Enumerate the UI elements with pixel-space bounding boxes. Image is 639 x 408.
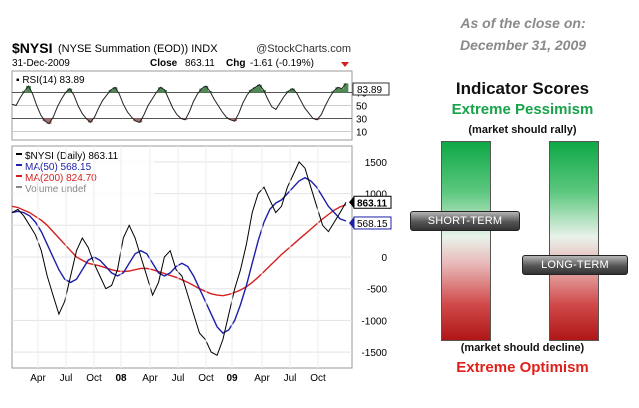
rsi-overbought-fill bbox=[26, 86, 31, 93]
rsi-panel: 10305070 ▪ RSI(14) 83.89 83.89 bbox=[11, 70, 390, 141]
rsi-line bbox=[11, 83, 347, 125]
summation-chart: $NYSI (NYSE Summation (EOD)) INDX @Stock… bbox=[11, 40, 392, 384]
rsi-overbought-fill bbox=[335, 87, 341, 93]
x-tick-label: Jul bbox=[60, 373, 73, 384]
ma50-value-label: 568.15 bbox=[357, 219, 388, 230]
x-tick-label: Oct bbox=[198, 373, 214, 384]
rsi-overbought-fill bbox=[248, 89, 254, 93]
x-tick-label: 09 bbox=[226, 373, 238, 384]
asof-line1: As of the close on: bbox=[460, 15, 586, 31]
legend-entry: MA(50) 568.15 bbox=[25, 162, 92, 173]
ma50-value-box bbox=[353, 216, 392, 230]
x-tick-label: Apr bbox=[30, 373, 46, 384]
long-term-gauge bbox=[549, 141, 599, 341]
short-term-gauge bbox=[441, 141, 491, 341]
rsi-overbought-fill bbox=[158, 87, 163, 93]
legend-entry: MA(200) 824.70 bbox=[25, 173, 97, 184]
down-arrow-icon bbox=[341, 62, 349, 67]
rsi-oversold-fill bbox=[42, 118, 48, 122]
rsi-overbought-fill bbox=[199, 88, 205, 93]
legend-swatch bbox=[16, 175, 22, 177]
short-term-marker: SHORT-TERM bbox=[410, 211, 520, 232]
price-tick-label: -1500 bbox=[361, 348, 387, 359]
rsi-overbought-fill bbox=[162, 89, 167, 93]
legend-swatch bbox=[16, 153, 22, 155]
rsi-tick-label: 30 bbox=[356, 115, 368, 126]
chart-symbol: $NYSI bbox=[12, 40, 52, 56]
chg-value: -1.61 (-0.19%) bbox=[250, 58, 314, 69]
price-tick-label: 0 bbox=[381, 253, 387, 264]
last-value-pointer bbox=[349, 196, 354, 209]
rally-note: (market should rally) bbox=[468, 124, 577, 136]
rsi-oversold-fill bbox=[228, 118, 233, 120]
rsi-oversold-fill bbox=[137, 118, 143, 123]
rsi-overbought-fill bbox=[290, 88, 295, 93]
last-value-label: 863.11 bbox=[357, 198, 387, 209]
price-tick-label: 1500 bbox=[365, 158, 388, 169]
close-value: 863.11 bbox=[185, 58, 215, 69]
extreme-optimism-label: Extreme Optimism bbox=[456, 359, 589, 376]
x-tick-label: Oct bbox=[310, 373, 326, 384]
chart-header: $NYSI (NYSE Summation (EOD)) INDX @Stock… bbox=[12, 40, 351, 69]
legend-bg bbox=[14, 149, 154, 199]
close-label: Close bbox=[150, 58, 178, 69]
rsi-current-value: 83.89 bbox=[357, 85, 382, 96]
x-tick-label: Jul bbox=[172, 373, 185, 384]
x-tick-label: Jul bbox=[284, 373, 297, 384]
rsi-tick-label: 50 bbox=[356, 102, 368, 113]
legend-swatch bbox=[16, 164, 22, 166]
x-tick-label: Oct bbox=[86, 373, 102, 384]
rsi-overbought-fill bbox=[112, 87, 118, 93]
chg-label: Chg bbox=[226, 58, 245, 69]
decline-note: (market should decline) bbox=[460, 342, 585, 354]
rsi-overbought-fill bbox=[108, 89, 114, 93]
rsi-overbought-fill bbox=[261, 89, 266, 93]
rsi-overbought-fill bbox=[257, 84, 262, 93]
rsi-overbought-fill bbox=[203, 86, 209, 93]
last-value-box bbox=[353, 195, 392, 209]
ma50-pointer bbox=[349, 216, 354, 229]
rsi-value-box bbox=[352, 82, 390, 96]
rsi-oversold-fill bbox=[87, 118, 93, 123]
extreme-pessimism-label: Extreme Pessimism bbox=[451, 101, 594, 118]
long-term-marker: LONG-TERM bbox=[522, 254, 628, 275]
chart-subtitle: (NYSE Summation (EOD)) INDX bbox=[58, 43, 218, 55]
rsi-overbought-fill bbox=[343, 83, 349, 93]
rsi-overbought-fill bbox=[339, 88, 345, 93]
legend-swatch bbox=[16, 186, 22, 188]
rsi-oversold-fill bbox=[232, 118, 238, 122]
rsi-overbought-fill bbox=[67, 88, 73, 93]
asof-line2: December 31, 2009 bbox=[459, 37, 587, 53]
rsi-oversold-fill bbox=[46, 118, 52, 124]
x-axis: Apr Jul Oct 08 Apr Jul Oct 09 Apr Jul Oct bbox=[30, 146, 326, 384]
x-tick-label: Apr bbox=[142, 373, 158, 384]
x-tick-label: 08 bbox=[115, 373, 127, 384]
rsi-legend-bg bbox=[14, 73, 134, 85]
legend-entry: Volume undef bbox=[25, 184, 86, 195]
indicator-title: Indicator Scores bbox=[455, 79, 590, 98]
rsi-tick-label: 10 bbox=[356, 128, 368, 139]
rsi-legend: ▪ RSI(14) 83.89 bbox=[16, 75, 85, 86]
price-tick-label: -1000 bbox=[361, 316, 387, 327]
rsi-oversold-fill bbox=[133, 118, 139, 122]
chart-date: 31-Dec-2009 bbox=[12, 58, 70, 69]
x-tick-label: Apr bbox=[254, 373, 270, 384]
rsi-overbought-fill bbox=[252, 87, 258, 93]
price-panel: -1500-1000-500050010001500 $NYSI (Daily)… bbox=[11, 145, 392, 369]
legend-entry: $NYSI (Daily) 863.11 bbox=[25, 151, 119, 162]
price-tick-label: 1000 bbox=[365, 190, 388, 201]
price-tick-label: -500 bbox=[367, 285, 387, 296]
source-label: @StockCharts.com bbox=[256, 43, 351, 55]
